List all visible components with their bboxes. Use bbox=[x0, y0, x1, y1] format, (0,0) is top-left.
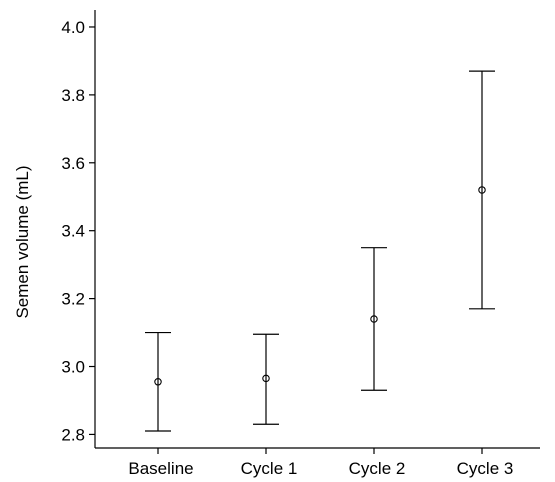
x-tick-label: Cycle 3 bbox=[457, 459, 514, 478]
y-tick-label: 3.2 bbox=[61, 290, 85, 309]
mean-point bbox=[370, 315, 378, 323]
mean-point bbox=[262, 374, 270, 383]
y-tick-label: 3.0 bbox=[61, 358, 85, 377]
x-tick-label: Cycle 2 bbox=[349, 459, 406, 478]
data-marks bbox=[145, 70, 495, 432]
x-tick-label: Baseline bbox=[128, 459, 193, 478]
y-tick-label: 3.8 bbox=[61, 86, 85, 105]
x-ticks: Baseline Cycle 1 Cycle 2 Cycle 3 bbox=[128, 448, 513, 478]
y-tick-label: 4.0 bbox=[61, 18, 85, 37]
y-tick-label: 3.6 bbox=[61, 154, 85, 173]
y-ticks: 2.8 3.0 3.2 3.4 3.6 3.8 4.0 bbox=[61, 18, 95, 444]
x-tick-label: Cycle 1 bbox=[241, 459, 298, 478]
y-axis-title: Semen volume (mL) bbox=[13, 165, 32, 318]
mean-point bbox=[154, 378, 162, 386]
y-tick-label: 3.4 bbox=[61, 222, 85, 241]
mean-point bbox=[478, 186, 486, 194]
y-tick-label: 2.8 bbox=[61, 425, 85, 444]
